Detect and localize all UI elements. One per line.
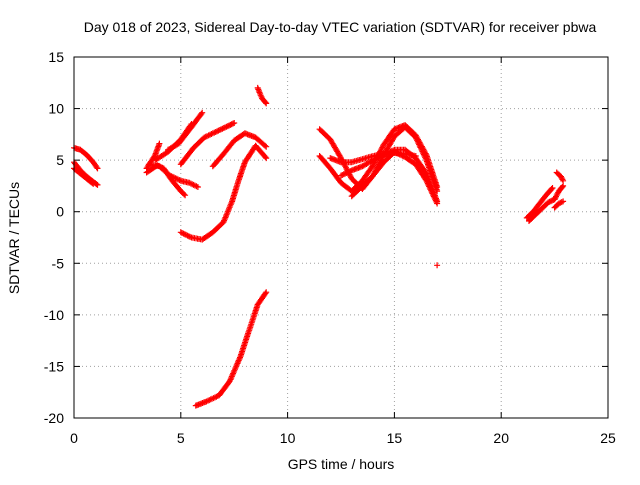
y-axis-label: SDTVAR / TECUs <box>6 182 22 294</box>
axis-ticks <box>73 56 609 419</box>
series-arc-12 <box>254 84 270 107</box>
data-point-marker <box>156 140 163 147</box>
data-point-marker <box>434 262 441 269</box>
y-tick-label: 10 <box>48 101 64 117</box>
series-arc-06 <box>145 161 201 190</box>
data-point-marker <box>199 109 206 116</box>
series-arc-10 <box>209 130 270 170</box>
data-point-marker <box>173 175 180 182</box>
y-tick-label: 15 <box>48 49 64 65</box>
data-point-marker <box>263 155 270 162</box>
data-point-marker <box>558 199 565 206</box>
y-tick-label: -10 <box>44 307 64 323</box>
data-point-marker <box>395 150 402 157</box>
data-point-marker <box>93 164 100 171</box>
data-point-marker <box>90 180 97 187</box>
data-point-marker <box>231 120 238 126</box>
series-arc-09 <box>177 120 238 168</box>
data-point-marker <box>194 184 201 190</box>
x-tick-label: 25 <box>600 430 616 446</box>
data-point-marker <box>181 191 187 198</box>
y-tick-label: 5 <box>56 152 64 168</box>
x-axis-label: GPS time / hours <box>288 456 395 472</box>
x-tick-label: 10 <box>280 430 296 446</box>
plot-frame <box>73 56 609 419</box>
data-point-marker <box>262 99 269 106</box>
series-arc-24 <box>551 198 567 211</box>
data-point-marker <box>198 110 205 117</box>
data-point-marker <box>560 182 567 189</box>
data-point-marker <box>182 192 189 199</box>
y-tick-labels: -20 -15 -10 -5 0 5 10 15 <box>44 49 64 426</box>
data-point-marker <box>89 180 96 186</box>
data-point-marker <box>263 143 270 150</box>
x-tick-label: 15 <box>387 430 403 446</box>
data-point-marker <box>434 184 441 190</box>
x-tick-label: 0 <box>70 430 78 446</box>
data-point-marker <box>342 170 348 177</box>
series-arc-19 <box>434 262 441 269</box>
data-point-marker <box>94 165 101 172</box>
series-arc-13 <box>192 289 270 409</box>
x-tick-label: 5 <box>177 430 185 446</box>
series-arc-22 <box>551 182 567 203</box>
data-point-marker <box>549 185 556 191</box>
grid-lines <box>74 57 608 418</box>
data-point-marker <box>559 184 566 190</box>
x-tick-label: 20 <box>493 430 509 446</box>
series-arc-18 <box>348 148 441 207</box>
series-arc-03 <box>71 165 97 187</box>
data-point-marker <box>372 155 379 162</box>
data-point-marker <box>434 200 441 207</box>
y-tick-label: -5 <box>52 255 65 271</box>
data-series <box>71 84 567 409</box>
data-point-marker <box>548 186 555 192</box>
series-arc-15 <box>316 122 441 195</box>
data-point-marker <box>560 198 567 205</box>
data-point-marker <box>263 289 270 296</box>
data-point-marker <box>216 127 223 133</box>
series-arc-17 <box>338 146 441 205</box>
data-point-marker <box>177 229 184 236</box>
data-point-marker <box>94 181 101 188</box>
chart-title: Day 018 of 2023, Sidereal Day-to-day VTE… <box>84 19 597 35</box>
y-tick-label: -15 <box>44 358 64 374</box>
data-point-marker <box>185 233 192 240</box>
y-tick-label: -20 <box>44 410 64 426</box>
data-point-marker <box>214 128 221 135</box>
data-point-marker <box>560 177 567 184</box>
series-arc-23 <box>553 169 567 184</box>
data-point-marker <box>262 154 269 160</box>
series-arc-08 <box>165 109 206 153</box>
x-tick-labels: 0 5 10 15 20 25 <box>70 430 616 446</box>
series-arc-21 <box>526 196 558 224</box>
data-point-marker <box>176 177 183 184</box>
series-arc-11 <box>177 142 270 243</box>
data-point-marker <box>263 100 270 107</box>
series-arc-20 <box>523 185 556 221</box>
y-tick-label: 0 <box>56 204 64 220</box>
data-point-marker <box>262 290 269 297</box>
data-point-marker <box>262 142 269 149</box>
